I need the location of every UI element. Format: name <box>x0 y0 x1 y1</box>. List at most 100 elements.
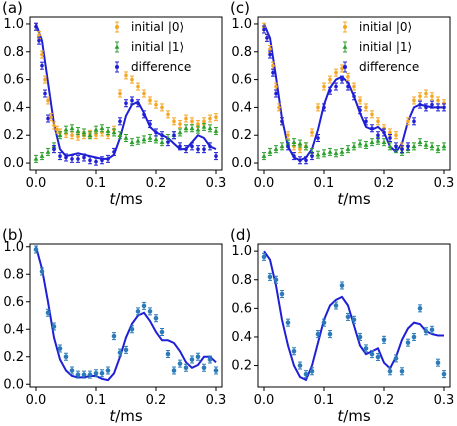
data-point <box>285 320 291 325</box>
data-point <box>70 133 74 138</box>
data-point <box>261 153 267 158</box>
panel-d: (d) 0.0 0.1 0.2 0.3 0.2 0.4 0.6 0.8 1.0 t/ms <box>230 226 454 425</box>
y-tick: 0.8 <box>3 267 30 282</box>
x-tick: 0.1 <box>314 170 334 191</box>
x-tick-label: 0.3 <box>434 393 455 408</box>
data-point <box>429 327 435 333</box>
data-point <box>63 127 69 132</box>
data-point <box>154 130 158 135</box>
y-tick-label: 0.4 <box>3 100 24 115</box>
x-tick-label: 0.3 <box>206 393 227 408</box>
data-point <box>33 247 39 252</box>
data-point <box>399 368 405 374</box>
data-point <box>370 126 374 131</box>
data-point <box>34 24 38 29</box>
data-point <box>178 122 182 126</box>
data-point <box>280 119 284 124</box>
y-tick: 1.0 <box>3 240 30 255</box>
data-point <box>202 147 206 151</box>
data-point <box>76 134 80 139</box>
data-point <box>94 133 98 138</box>
panel-c: (c) 0.0 0.1 0.2 0.3 0.0 0.2 0.4 0.6 0.8 1.0 t/ms ini… <box>230 0 454 208</box>
data-point <box>352 94 356 99</box>
data-point <box>214 154 218 158</box>
data-point <box>405 340 411 345</box>
x-tick-label: 0.0 <box>26 176 47 191</box>
x-tick: 0.1 <box>314 387 334 408</box>
data-point <box>148 122 152 126</box>
data-point <box>334 84 338 89</box>
data-point <box>75 128 81 133</box>
data-point <box>43 91 47 96</box>
data-point <box>166 112 170 117</box>
data-point <box>298 147 302 151</box>
legend-entry: initial |0⟩ <box>343 20 412 34</box>
x-axis-label: t/ms <box>337 407 371 425</box>
data-point <box>358 98 362 103</box>
x-tick: 0.1 <box>86 170 107 191</box>
data-point <box>142 112 146 117</box>
data-point <box>261 254 267 260</box>
data-point <box>208 116 212 121</box>
data-point <box>136 84 140 89</box>
data-point <box>45 149 51 154</box>
x-tick: 0.0 <box>26 387 46 408</box>
data-point <box>333 303 339 308</box>
data-point <box>64 155 68 160</box>
y-tick-label: 0.6 <box>231 301 252 316</box>
series-difference <box>262 25 446 165</box>
legend: initial |0⟩ initial |1⟩ difference <box>114 20 191 74</box>
y-tick-label: 0.2 <box>231 128 252 143</box>
data-point <box>123 135 129 140</box>
data-point <box>351 143 357 149</box>
axes-frame <box>29 16 223 171</box>
data-point <box>189 125 195 131</box>
data-point <box>87 372 93 377</box>
data-point <box>315 331 321 337</box>
panel-label: (b) <box>2 226 23 244</box>
data-point <box>135 138 141 143</box>
data-point <box>363 346 369 351</box>
data-point <box>411 334 417 340</box>
y-tick-label: 1.0 <box>3 17 24 32</box>
y-tick-label: 1.0 <box>231 244 252 259</box>
y-tick-label: 0.6 <box>3 73 24 88</box>
y-tick: 0.4 <box>3 322 30 337</box>
y-tick-label: 0.8 <box>231 273 252 288</box>
data-point <box>277 105 281 110</box>
data-point <box>46 116 50 121</box>
data-point <box>321 150 327 156</box>
x-tick-label: 0.3 <box>206 176 227 191</box>
data-point <box>39 269 45 274</box>
data-point <box>37 38 41 43</box>
legend-label: initial |0⟩ <box>131 20 184 34</box>
data-point <box>63 354 69 360</box>
data-point <box>105 128 111 133</box>
x-tick: 0.3 <box>434 387 455 408</box>
data-point <box>363 142 369 147</box>
data-point <box>267 274 273 280</box>
data-point <box>99 125 105 131</box>
data-point <box>424 91 428 96</box>
panel-b: (b) 0.0 0.1 0.2 0.3 0.0 0.2 0.4 0.6 0.8 1.0 t/ms <box>2 226 226 425</box>
data-point <box>381 139 387 144</box>
x-tick-label: 0.3 <box>434 176 455 191</box>
x-tick-label: 0.1 <box>86 176 107 191</box>
series-data <box>33 245 219 379</box>
data-point <box>207 357 213 362</box>
y-tick: 0.0 <box>231 156 258 171</box>
x-tick-label: 0.1 <box>86 393 107 408</box>
y-tick-label: 0.2 <box>231 359 252 374</box>
y-tick-label: 0.8 <box>231 45 252 60</box>
data-point <box>153 315 159 321</box>
data-point <box>309 368 315 374</box>
y-tick: 0.8 <box>231 45 258 60</box>
data-point <box>135 309 141 314</box>
data-point <box>105 368 111 373</box>
panel-label: (c) <box>230 0 250 17</box>
data-point <box>196 122 200 126</box>
data-point <box>315 152 321 157</box>
data-point <box>316 105 320 110</box>
x-tick: 0.0 <box>254 170 274 191</box>
